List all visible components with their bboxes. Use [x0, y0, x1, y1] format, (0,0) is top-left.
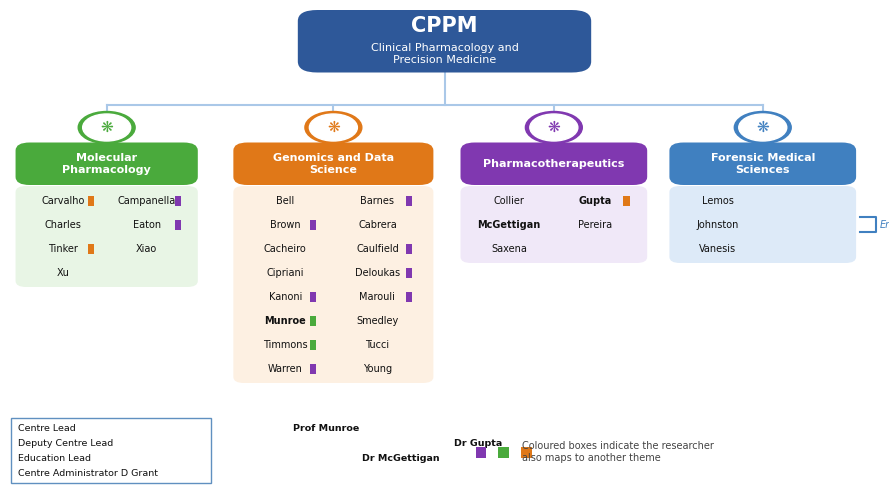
Circle shape — [525, 112, 582, 144]
FancyBboxPatch shape — [669, 142, 856, 185]
Text: ❋: ❋ — [100, 120, 113, 135]
Text: Tinker: Tinker — [48, 244, 78, 254]
Circle shape — [734, 112, 791, 144]
Bar — [406, 292, 412, 302]
FancyBboxPatch shape — [233, 142, 434, 185]
Text: Timmons: Timmons — [263, 340, 308, 349]
Text: Education Lead: Education Lead — [18, 454, 93, 463]
FancyBboxPatch shape — [233, 186, 434, 383]
Text: Coloured boxes indicate the researcher
also maps to another theme: Coloured boxes indicate the researcher a… — [522, 441, 714, 463]
Text: Bell: Bell — [276, 196, 294, 205]
Text: Brown: Brown — [270, 220, 300, 230]
Circle shape — [309, 114, 357, 141]
Text: Cacheiro: Cacheiro — [264, 244, 307, 254]
FancyBboxPatch shape — [16, 142, 197, 185]
Text: Deloukas: Deloukas — [355, 268, 400, 278]
Text: Xu: Xu — [57, 268, 69, 278]
Text: Barnes: Barnes — [360, 196, 395, 205]
Bar — [623, 196, 629, 205]
Text: Centre Administrator D Grant: Centre Administrator D Grant — [18, 469, 157, 478]
Text: Caulfield: Caulfield — [356, 244, 399, 254]
FancyBboxPatch shape — [461, 186, 647, 263]
Text: Centre Lead: Centre Lead — [18, 424, 78, 432]
Text: Eaton: Eaton — [132, 220, 161, 230]
Circle shape — [83, 114, 131, 141]
Text: Marouli: Marouli — [359, 292, 396, 302]
Text: Xiao: Xiao — [136, 244, 157, 254]
Text: Saxena: Saxena — [491, 244, 527, 254]
Circle shape — [305, 112, 362, 144]
Text: ❋: ❋ — [548, 120, 560, 135]
FancyBboxPatch shape — [11, 418, 211, 482]
Text: Clinical Pharmacology and
Precision Medicine: Clinical Pharmacology and Precision Medi… — [371, 43, 518, 64]
Text: Dr McGettigan: Dr McGettigan — [363, 454, 440, 463]
Text: CPPM: CPPM — [412, 16, 477, 36]
FancyBboxPatch shape — [16, 186, 197, 287]
Text: Deputy Centre Lead: Deputy Centre Lead — [18, 438, 116, 448]
Bar — [310, 220, 316, 230]
Circle shape — [739, 114, 787, 141]
Text: Emeritus: Emeritus — [880, 220, 889, 230]
Text: Johnston: Johnston — [697, 220, 739, 230]
Text: Charles: Charles — [44, 220, 82, 230]
Bar — [406, 196, 412, 205]
Text: Kanoni: Kanoni — [268, 292, 302, 302]
Bar — [521, 446, 532, 458]
Text: Genomics and Data
Science: Genomics and Data Science — [273, 153, 394, 174]
FancyBboxPatch shape — [461, 142, 647, 185]
Text: Forensic Medical
Sciences: Forensic Medical Sciences — [710, 153, 815, 174]
Bar — [175, 220, 181, 230]
Text: Cabrera: Cabrera — [358, 220, 396, 230]
Bar — [88, 196, 94, 205]
Text: Campanella: Campanella — [117, 196, 176, 205]
Text: Tucci: Tucci — [365, 340, 389, 349]
Text: Cipriani: Cipriani — [267, 268, 304, 278]
Text: Vanesis: Vanesis — [700, 244, 736, 254]
Text: ❋: ❋ — [327, 120, 340, 135]
Bar — [310, 340, 316, 349]
Text: Munroe: Munroe — [265, 316, 306, 326]
FancyBboxPatch shape — [669, 186, 856, 263]
Text: Dr Gupta: Dr Gupta — [454, 438, 502, 448]
Text: Molecular
Pharmacology: Molecular Pharmacology — [62, 153, 151, 174]
Bar — [175, 196, 181, 205]
Text: Lemos: Lemos — [702, 196, 734, 205]
Bar — [406, 268, 412, 278]
Text: Prof Munroe: Prof Munroe — [293, 424, 360, 432]
Bar — [88, 244, 94, 254]
Text: Pereira: Pereira — [578, 220, 612, 230]
Circle shape — [530, 114, 578, 141]
Text: Smedley: Smedley — [356, 316, 398, 326]
Text: Gupta: Gupta — [578, 196, 612, 205]
Circle shape — [78, 112, 135, 144]
Text: McGettigan: McGettigan — [477, 220, 541, 230]
Bar — [310, 292, 316, 302]
Text: ❋: ❋ — [757, 120, 769, 135]
Bar — [310, 364, 316, 374]
Text: Carvalho: Carvalho — [41, 196, 84, 205]
Text: Pharmacotherapeutics: Pharmacotherapeutics — [483, 159, 625, 169]
Text: Collier: Collier — [493, 196, 525, 205]
Text: Warren: Warren — [268, 364, 303, 374]
Text: Young: Young — [363, 364, 392, 374]
Bar — [476, 446, 486, 458]
Bar — [406, 244, 412, 254]
Bar — [310, 316, 316, 326]
FancyBboxPatch shape — [298, 10, 591, 72]
Bar — [499, 446, 509, 458]
